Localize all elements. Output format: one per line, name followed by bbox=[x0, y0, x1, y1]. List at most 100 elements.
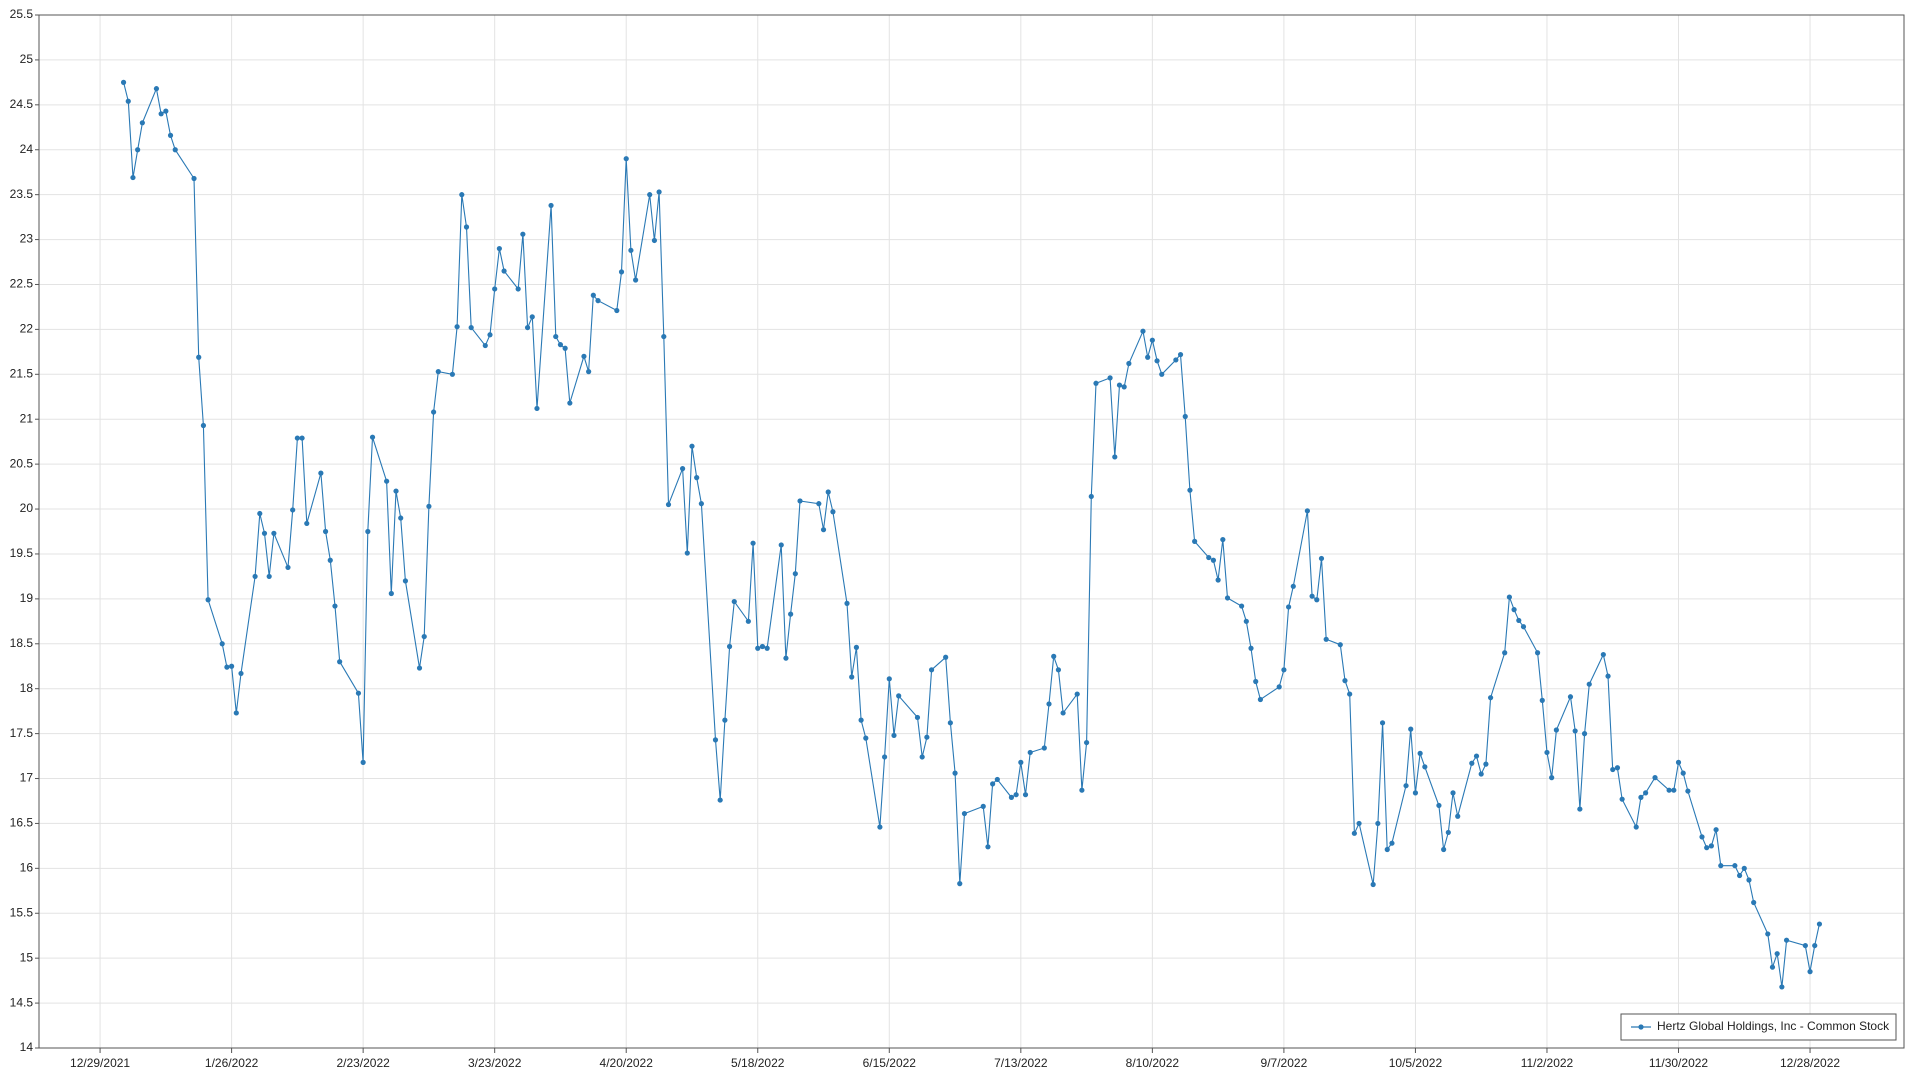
data-point bbox=[1812, 942, 1818, 949]
data-point bbox=[1187, 487, 1193, 493]
data-point bbox=[1736, 872, 1743, 879]
data-point bbox=[229, 663, 235, 669]
y-tick-label: 17 bbox=[20, 771, 34, 785]
data-point bbox=[1520, 624, 1527, 630]
data-point bbox=[1732, 863, 1738, 869]
x-tick-label: 11/2/2022 bbox=[1521, 1056, 1574, 1070]
data-point bbox=[1549, 775, 1555, 781]
data-point bbox=[891, 732, 897, 739]
plot-frame bbox=[38, 14, 1905, 1049]
data-point bbox=[919, 754, 925, 760]
data-point bbox=[1408, 726, 1414, 732]
data-point bbox=[153, 86, 160, 92]
data-point bbox=[1083, 739, 1090, 746]
data-point bbox=[1581, 731, 1588, 737]
data-point bbox=[849, 674, 855, 680]
data-point bbox=[1685, 788, 1691, 794]
data-point bbox=[205, 597, 211, 603]
data-point bbox=[586, 369, 592, 375]
data-point bbox=[661, 333, 667, 340]
data-point bbox=[783, 655, 789, 661]
data-point bbox=[1478, 771, 1484, 777]
x-tick-label: 12/29/2021 bbox=[70, 1056, 130, 1070]
y-tick-label: 22.5 bbox=[10, 277, 34, 291]
data-point bbox=[1182, 413, 1188, 420]
data-point bbox=[191, 175, 197, 182]
data-point bbox=[337, 659, 343, 665]
data-point bbox=[266, 573, 272, 580]
data-point bbox=[957, 881, 963, 887]
data-point bbox=[1060, 710, 1066, 716]
data-point bbox=[1473, 753, 1480, 759]
data-point bbox=[1600, 651, 1606, 658]
data-point bbox=[590, 292, 596, 298]
data-point bbox=[1126, 360, 1132, 367]
data-point bbox=[1506, 594, 1512, 600]
data-point bbox=[1088, 493, 1094, 500]
data-point bbox=[520, 231, 526, 237]
data-point bbox=[877, 824, 883, 830]
data-point bbox=[844, 600, 850, 606]
y-tick-label: 17.5 bbox=[10, 726, 34, 740]
data-point bbox=[167, 132, 174, 138]
data-point bbox=[759, 643, 766, 650]
data-point bbox=[853, 644, 860, 650]
data-point bbox=[1807, 969, 1813, 975]
data-point bbox=[1718, 863, 1724, 869]
data-point bbox=[985, 844, 991, 850]
data-point bbox=[1816, 921, 1823, 927]
data-point bbox=[1441, 846, 1447, 853]
data-point bbox=[1417, 750, 1423, 756]
data-point bbox=[557, 342, 564, 348]
data-point bbox=[1704, 845, 1710, 851]
data-point bbox=[863, 735, 869, 741]
data-point bbox=[717, 797, 723, 803]
data-point bbox=[651, 237, 658, 244]
data-point bbox=[327, 557, 333, 563]
data-point bbox=[1215, 577, 1221, 583]
data-point bbox=[689, 443, 695, 449]
data-point bbox=[1779, 984, 1785, 990]
data-point bbox=[233, 710, 239, 716]
data-point bbox=[487, 332, 493, 338]
data-point bbox=[1769, 964, 1776, 970]
data-point bbox=[1107, 375, 1113, 381]
data-point bbox=[1379, 720, 1386, 726]
data-point bbox=[679, 466, 686, 472]
data-point bbox=[515, 286, 521, 292]
data-point bbox=[914, 714, 921, 721]
data-point bbox=[1680, 770, 1686, 776]
y-tick-label: 23 bbox=[20, 232, 34, 246]
data-point bbox=[139, 120, 145, 126]
data-point bbox=[1699, 834, 1705, 840]
data-point bbox=[618, 269, 625, 275]
data-point bbox=[1342, 678, 1348, 684]
data-point bbox=[788, 611, 794, 617]
data-point bbox=[1022, 792, 1029, 798]
data-point bbox=[1666, 787, 1672, 793]
data-point bbox=[529, 314, 535, 320]
data-point bbox=[463, 224, 470, 230]
y-tick-label: 21 bbox=[20, 411, 34, 425]
data-point bbox=[304, 520, 310, 527]
data-point bbox=[285, 564, 291, 571]
data-point bbox=[722, 717, 728, 723]
data-point bbox=[294, 435, 300, 441]
data-point bbox=[1765, 931, 1771, 937]
data-point bbox=[924, 734, 930, 740]
data-point bbox=[257, 510, 263, 517]
data-point bbox=[1643, 790, 1649, 796]
data-point bbox=[1614, 765, 1621, 771]
y-tick-label: 15.5 bbox=[10, 905, 34, 919]
data-point bbox=[1384, 846, 1390, 853]
data-point bbox=[647, 192, 653, 198]
data-point bbox=[1751, 899, 1757, 906]
data-point bbox=[1619, 796, 1625, 802]
data-point bbox=[694, 475, 700, 481]
data-point bbox=[952, 770, 958, 776]
data-point bbox=[1041, 745, 1047, 751]
data-point bbox=[261, 530, 268, 536]
data-point bbox=[1605, 673, 1611, 679]
data-point bbox=[1638, 794, 1644, 800]
